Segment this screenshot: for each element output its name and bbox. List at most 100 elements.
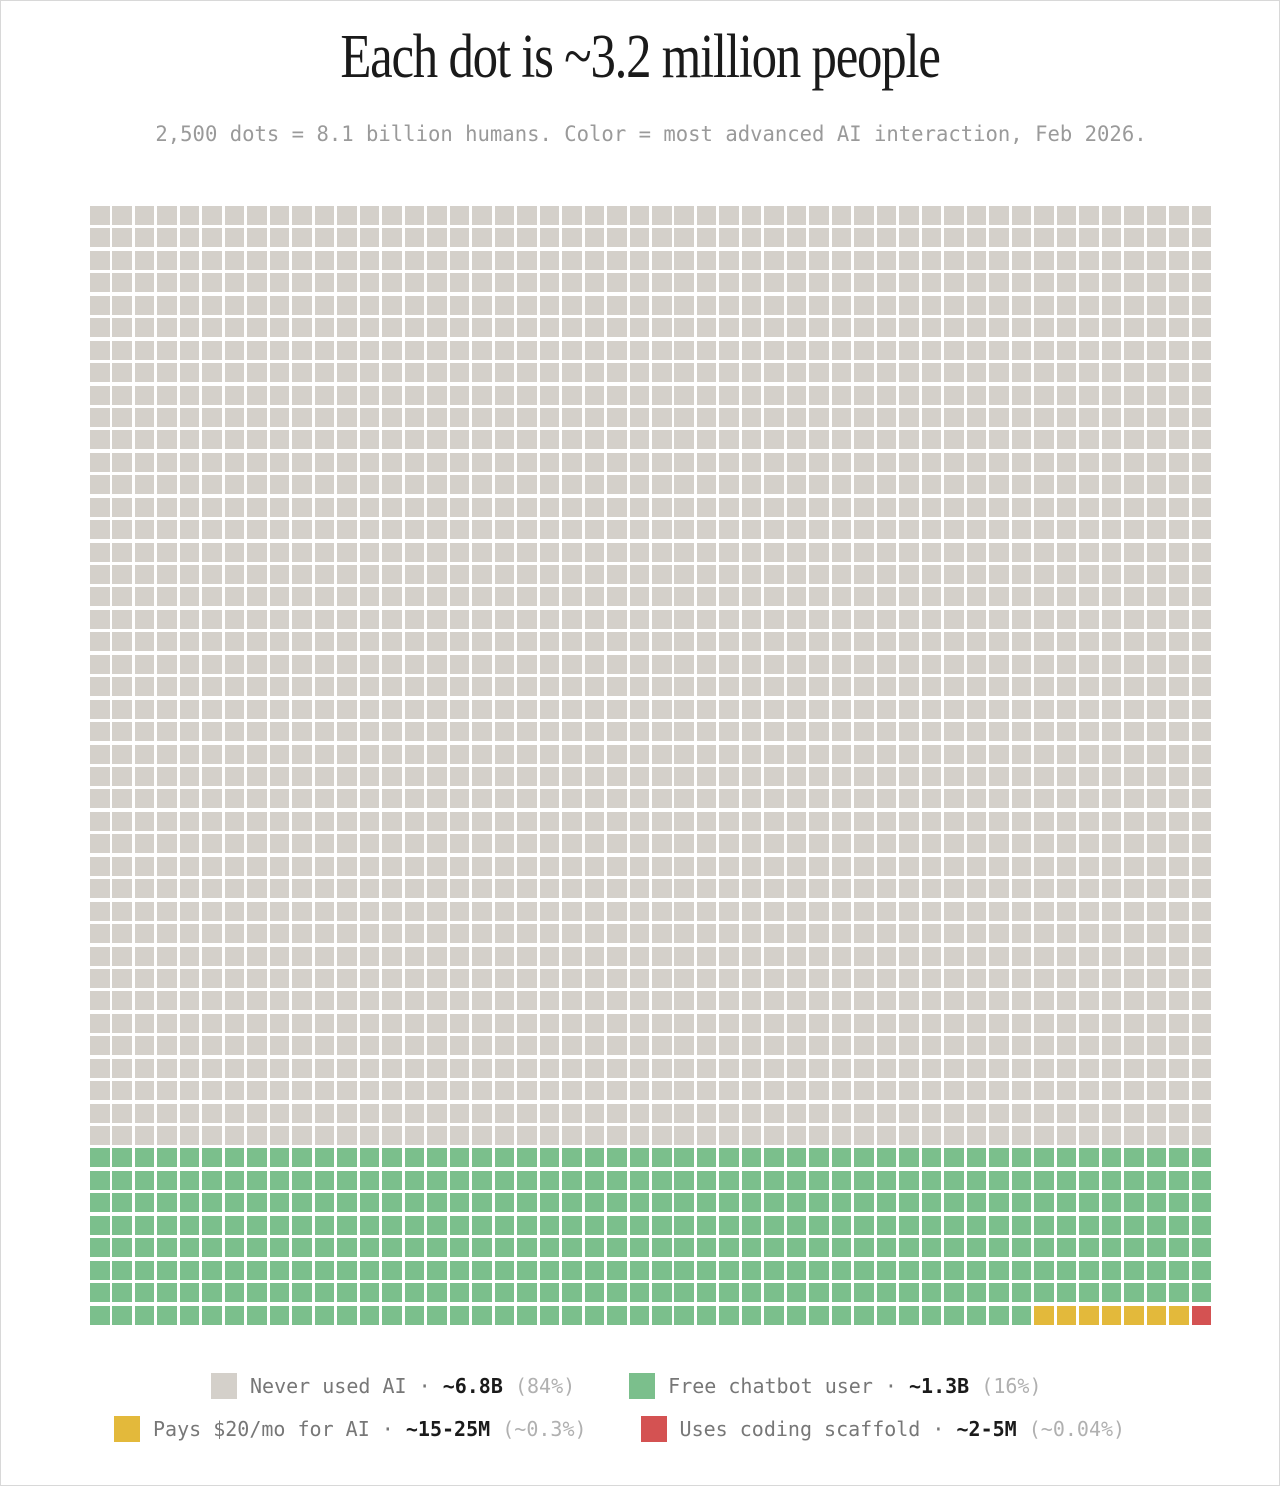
dot-never-used-ai <box>112 340 132 360</box>
dot-never-used-ai <box>1191 452 1212 472</box>
dot-never-used-ai <box>1124 475 1144 495</box>
dot-never-used-ai <box>337 991 357 1011</box>
dot-never-used-ai <box>1191 1103 1212 1123</box>
dot-never-used-ai <box>494 565 515 585</box>
dot-never-used-ai <box>427 520 447 540</box>
dot-never-used-ai <box>1056 385 1077 405</box>
dot-never-used-ai <box>404 1058 425 1078</box>
dot-free-chatbot-user <box>584 1283 605 1303</box>
dot-free-chatbot-user <box>674 1148 694 1168</box>
dot-never-used-ai <box>831 542 852 562</box>
dot-never-used-ai <box>1146 452 1167 472</box>
dot-never-used-ai <box>90 1081 110 1101</box>
dot-never-used-ai <box>517 654 537 674</box>
dot-never-used-ai <box>247 946 267 966</box>
dot-never-used-ai <box>562 228 582 248</box>
dot-never-used-ai <box>741 856 762 876</box>
dot-never-used-ai <box>719 273 739 293</box>
dot-free-chatbot-user <box>202 1283 222 1303</box>
dot-never-used-ai <box>989 632 1009 652</box>
dot-never-used-ai <box>404 206 425 225</box>
dot-never-used-ai <box>269 228 290 248</box>
legend-row-2: Pays $20/mo for AI · ~15-25M (~0.3%) Use… <box>114 1416 1125 1442</box>
dot-free-chatbot-user <box>179 1215 200 1235</box>
dot-free-chatbot-user <box>494 1260 515 1280</box>
dot-never-used-ai <box>179 722 200 742</box>
dot-never-used-ai <box>494 654 515 674</box>
dot-free-chatbot-user <box>112 1215 132 1235</box>
dot-free-chatbot-user <box>966 1260 987 1280</box>
dot-never-used-ai <box>629 856 650 876</box>
dot-never-used-ai <box>404 340 425 360</box>
dot-never-used-ai <box>179 228 200 248</box>
dot-never-used-ai <box>584 318 605 338</box>
dot-never-used-ai <box>607 1013 627 1033</box>
dot-never-used-ai <box>269 1036 290 1056</box>
dot-never-used-ai <box>314 1103 335 1123</box>
dot-never-used-ai <box>741 632 762 652</box>
dot-free-chatbot-user <box>809 1148 829 1168</box>
dot-never-used-ai <box>764 497 784 517</box>
dot-never-used-ai <box>337 520 357 540</box>
dot-free-chatbot-user <box>562 1193 582 1213</box>
dot-never-used-ai <box>764 1013 784 1033</box>
dot-never-used-ai <box>854 856 874 876</box>
dot-free-chatbot-user <box>247 1193 267 1213</box>
dot-never-used-ai <box>674 1036 694 1056</box>
dot-never-used-ai <box>786 565 807 585</box>
dot-never-used-ai <box>696 250 717 270</box>
dot-never-used-ai <box>629 968 650 988</box>
dot-never-used-ai <box>449 363 470 383</box>
dot-never-used-ai <box>494 677 515 697</box>
dot-free-chatbot-user <box>809 1215 829 1235</box>
dot-never-used-ai <box>966 475 987 495</box>
dot-never-used-ai <box>786 206 807 225</box>
dot-never-used-ai <box>831 856 852 876</box>
dot-never-used-ai <box>989 991 1009 1011</box>
dot-never-used-ai <box>337 1036 357 1056</box>
dot-never-used-ai <box>472 1103 492 1123</box>
dot-never-used-ai <box>404 789 425 809</box>
dot-never-used-ai <box>224 1103 245 1123</box>
dot-never-used-ai <box>202 744 222 764</box>
dot-never-used-ai <box>809 699 829 719</box>
dot-never-used-ai <box>359 407 380 427</box>
dot-never-used-ai <box>607 879 627 899</box>
dot-never-used-ai <box>337 744 357 764</box>
dot-never-used-ai <box>224 632 245 652</box>
dot-free-chatbot-user <box>876 1238 897 1258</box>
dot-never-used-ai <box>921 946 942 966</box>
dot-never-used-ai <box>224 722 245 742</box>
dot-never-used-ai <box>134 901 155 921</box>
dot-never-used-ai <box>809 767 829 786</box>
dot-never-used-ai <box>764 991 784 1011</box>
dot-never-used-ai <box>539 228 560 248</box>
dot-never-used-ai <box>562 677 582 697</box>
dot-never-used-ai <box>1079 991 1099 1011</box>
dot-never-used-ai <box>562 452 582 472</box>
dot-never-used-ai <box>1011 722 1032 742</box>
dot-never-used-ai <box>134 946 155 966</box>
dot-never-used-ai <box>1169 363 1189 383</box>
dot-free-chatbot-user <box>337 1283 357 1303</box>
dot-never-used-ai <box>562 363 582 383</box>
legend-separator: · <box>932 1417 945 1441</box>
dot-never-used-ai <box>90 834 110 854</box>
dot-never-used-ai <box>944 789 964 809</box>
dot-free-chatbot-user <box>719 1148 739 1168</box>
dot-never-used-ai <box>1079 901 1099 921</box>
dot-never-used-ai <box>584 385 605 405</box>
dot-never-used-ai <box>719 340 739 360</box>
dot-never-used-ai <box>472 946 492 966</box>
dot-never-used-ai <box>944 1036 964 1056</box>
dot-never-used-ai <box>1124 968 1144 988</box>
dot-never-used-ai <box>179 946 200 966</box>
dot-never-used-ai <box>809 430 829 450</box>
dot-never-used-ai <box>1101 632 1122 652</box>
dot-never-used-ai <box>584 542 605 562</box>
dot-never-used-ai <box>112 991 132 1011</box>
dot-never-used-ai <box>966 1058 987 1078</box>
dot-free-chatbot-user <box>314 1148 335 1168</box>
dot-never-used-ai <box>899 856 919 876</box>
dot-never-used-ai <box>359 632 380 652</box>
